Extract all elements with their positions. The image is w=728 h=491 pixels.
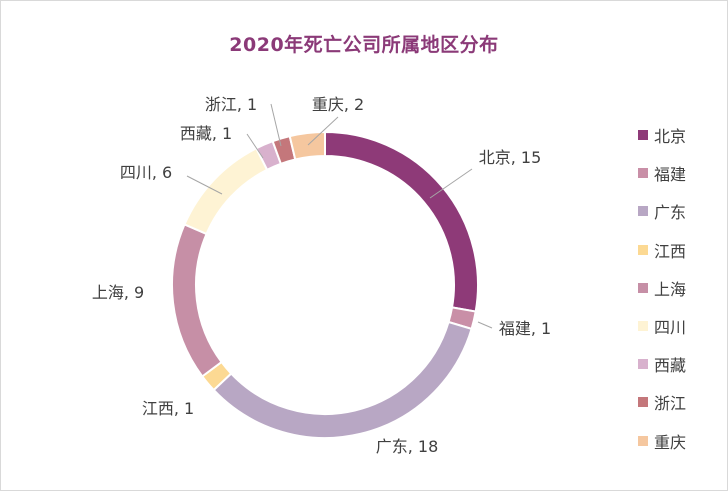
donut-slice-北京: [324, 130, 479, 313]
legend-swatch: [638, 359, 648, 370]
data-label-江西: 江西, 1: [142, 399, 194, 418]
leader-line-西藏: [246, 133, 264, 159]
legend-item-江西: 江西: [638, 231, 686, 269]
legend-label: 四川: [654, 318, 687, 338]
legend-label: 江西: [654, 241, 687, 261]
legend-item-广东: 广东: [638, 192, 686, 230]
chart-title: 2020年死亡公司所属地区分布: [229, 34, 499, 56]
legend-swatch: [638, 130, 648, 141]
leader-line-重庆: [307, 116, 339, 146]
legend-label: 广东: [654, 203, 687, 223]
legend-label: 重庆: [654, 432, 687, 452]
legend-label: 北京: [654, 127, 687, 147]
legend-item-北京: 北京: [638, 116, 686, 154]
legend-swatch: [638, 435, 648, 446]
donut-slice-上海: [171, 223, 223, 378]
legend-swatch: [638, 244, 648, 255]
data-label-西藏: 西藏, 1: [180, 124, 232, 143]
data-label-四川: 四川, 6: [120, 163, 172, 182]
legend: 北京福建广东江西上海四川西藏浙江重庆: [638, 116, 686, 460]
leader-line-四川: [186, 175, 223, 195]
leader-line-北京: [429, 168, 473, 199]
legend-swatch: [638, 206, 648, 217]
legend-item-浙江: 浙江: [638, 383, 686, 421]
data-label-福建: 福建, 1: [499, 319, 551, 338]
leader-line-福建: [477, 321, 493, 329]
legend-swatch: [638, 397, 648, 408]
legend-label: 浙江: [654, 394, 687, 414]
data-label-北京: 北京, 15: [479, 148, 542, 167]
data-label-广东: 广东, 18: [376, 437, 439, 456]
legend-item-上海: 上海: [638, 269, 686, 307]
legend-label: 上海: [654, 279, 687, 299]
leader-line-浙江: [270, 103, 282, 147]
donut-slice-广东: [212, 320, 473, 439]
legend-swatch: [638, 168, 648, 179]
legend-swatch: [638, 321, 648, 332]
legend-label: 福建: [654, 165, 687, 185]
legend-item-重庆: 重庆: [638, 422, 686, 460]
legend-item-西藏: 西藏: [638, 345, 686, 383]
legend-item-四川: 四川: [638, 307, 686, 345]
data-label-浙江: 浙江, 1: [205, 95, 257, 114]
legend-swatch: [638, 282, 648, 293]
donut-slice-四川: [183, 146, 269, 236]
donut-slice-重庆: [288, 130, 326, 161]
legend-label: 西藏: [654, 356, 687, 376]
legend-item-福建: 福建: [638, 154, 686, 192]
data-label-重庆: 重庆, 2: [312, 95, 364, 114]
data-label-上海: 上海, 9: [92, 283, 144, 302]
